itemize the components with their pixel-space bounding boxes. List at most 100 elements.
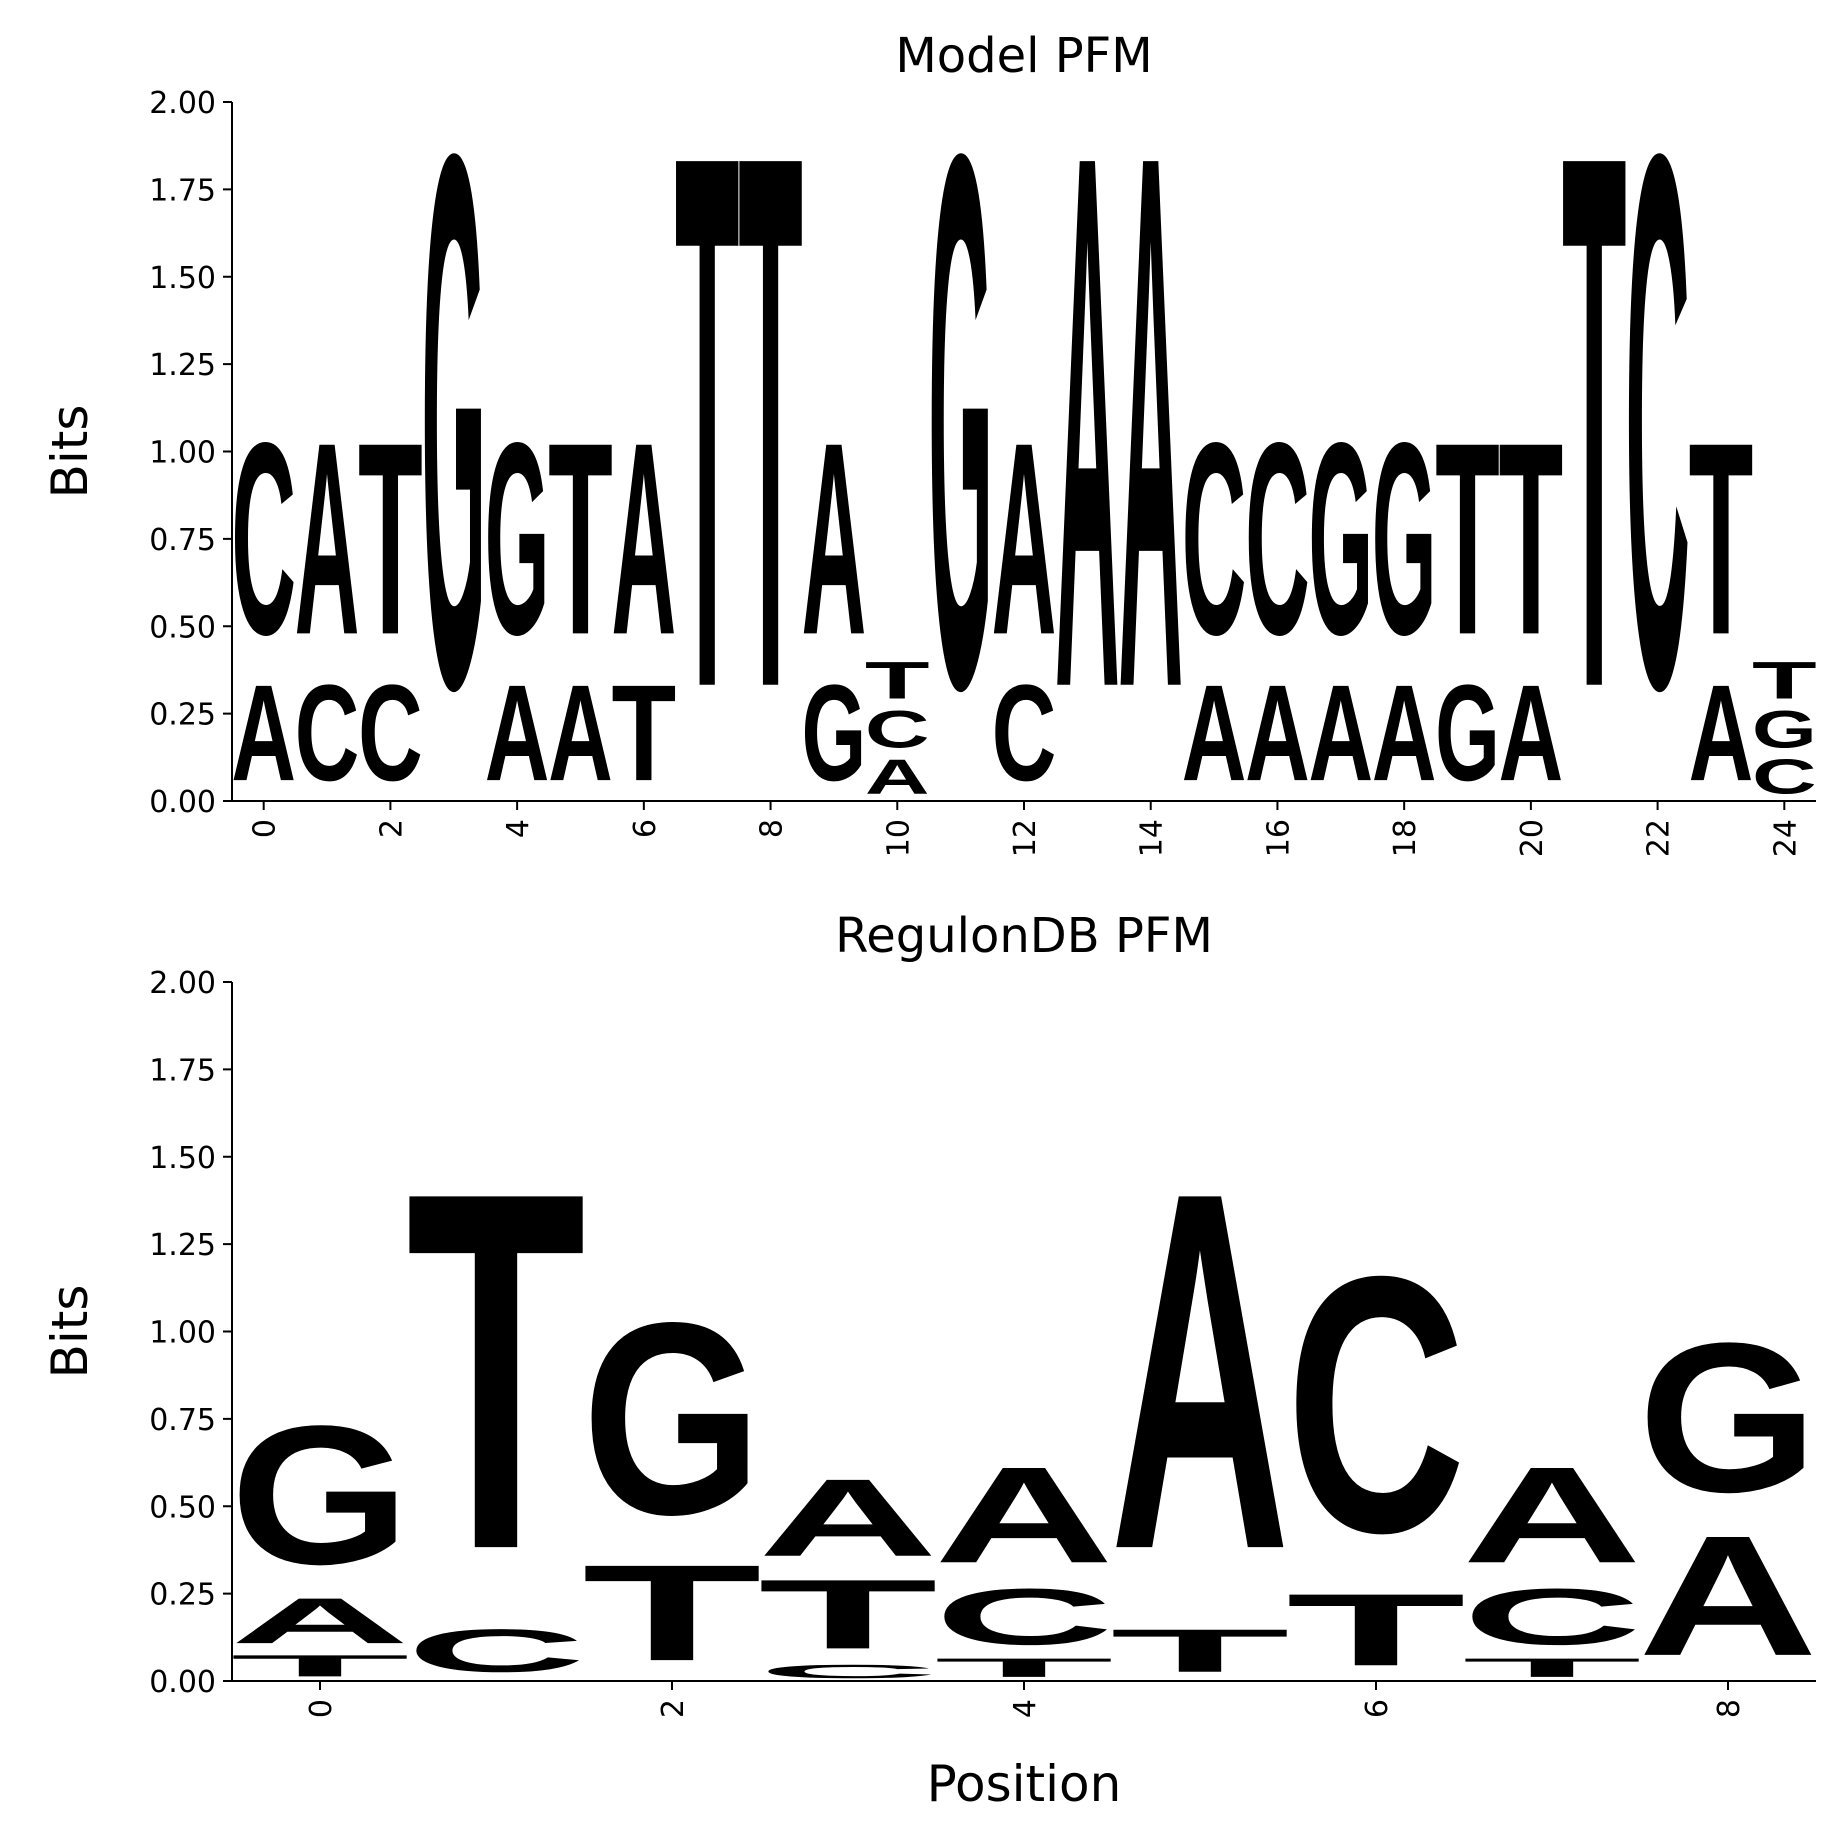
- logo-letter: A: [802, 386, 867, 692]
- logo-letter: A: [1689, 656, 1754, 810]
- letter-glyph: T: [230, 1649, 410, 1683]
- letter-glyph: T: [865, 650, 930, 710]
- logo-letter: C: [1625, 0, 1690, 846]
- letter-glyph: A: [548, 656, 613, 810]
- logo-letter: A: [865, 749, 930, 804]
- letter-glyph: A: [934, 1438, 1114, 1591]
- logo-letter: C: [992, 656, 1057, 810]
- logo-letter: A: [1308, 656, 1373, 810]
- letter-glyph: A: [611, 386, 676, 692]
- y-tick-label: 0.00: [149, 785, 216, 820]
- logo-letter: A: [1638, 1501, 1818, 1692]
- logo-letter: T: [358, 387, 423, 693]
- chart-title: RegulonDB PFM: [835, 908, 1213, 964]
- letter-glyph: G: [1752, 699, 1817, 758]
- x-tick-label: 4: [1008, 1699, 1043, 1718]
- y-tick-label: 1.75: [149, 1053, 216, 1088]
- logo-letter: C: [865, 699, 930, 759]
- logo-letter: T: [675, 0, 740, 847]
- logo-letter: A: [548, 656, 613, 810]
- logo-letter: T: [1462, 1653, 1642, 1683]
- logo-letter: T: [1752, 650, 1817, 710]
- letter-glyph: G: [1638, 1299, 1818, 1537]
- letter-glyph: T: [738, 0, 803, 847]
- y-tick-label: 1.00: [149, 1316, 216, 1351]
- x-tick-label: 6: [628, 819, 663, 838]
- letter-glyph: A: [1689, 656, 1754, 810]
- letter-glyph: G: [582, 1266, 762, 1572]
- logo-letter: G: [230, 1384, 410, 1606]
- logo-letter: A: [230, 1584, 410, 1657]
- letter-glyph: C: [1286, 1201, 1466, 1609]
- logo-letter: T: [230, 1649, 410, 1683]
- y-tick-label: 0.00: [149, 1665, 216, 1700]
- logo-letter: T: [548, 387, 613, 693]
- letter-glyph: T: [758, 1559, 938, 1670]
- letter-glyph: G: [421, 0, 486, 846]
- letter-glyph: T: [1689, 387, 1754, 693]
- x-tick-label: 4: [501, 819, 536, 838]
- letter-glyph: T: [1499, 387, 1564, 693]
- letter-glyph: A: [1462, 1438, 1642, 1591]
- letter-glyph: A: [992, 386, 1057, 692]
- logo-letter: T: [758, 1559, 938, 1670]
- logo-letter: A: [934, 1438, 1114, 1591]
- x-axis-label: Position: [927, 1755, 1122, 1813]
- letter-glyph: C: [231, 386, 296, 692]
- letter-glyph: T: [1562, 0, 1627, 847]
- logo-letter: T: [1562, 0, 1627, 847]
- logo-letter: C: [1752, 749, 1817, 804]
- letter-glyph: C: [758, 1661, 938, 1682]
- letter-glyph: C: [1752, 749, 1817, 804]
- y-tick-label: 0.75: [149, 1403, 216, 1438]
- letter-glyph: T: [1435, 387, 1500, 693]
- y-tick-label: 1.50: [149, 261, 216, 296]
- letter-glyph: C: [406, 1617, 586, 1685]
- x-tick-label: 20: [1515, 819, 1550, 857]
- letter-glyph: A: [1182, 656, 1247, 810]
- x-tick-label: 16: [1261, 819, 1296, 857]
- letter-glyph: T: [934, 1653, 1114, 1683]
- letter-glyph: T: [1286, 1573, 1466, 1688]
- logo-letter: A: [1499, 656, 1564, 810]
- letter-glyph: G: [928, 0, 993, 846]
- logo-letter: C: [1286, 1201, 1466, 1609]
- logo-letter: T: [611, 656, 676, 809]
- logo-letter: G: [928, 0, 993, 846]
- y-tick-label: 1.25: [149, 1228, 216, 1263]
- logo-letter: G: [1638, 1299, 1818, 1537]
- logo-letter: C: [358, 656, 423, 810]
- letter-glyph: A: [1245, 656, 1310, 810]
- logo-letter: T: [1689, 387, 1754, 693]
- logo-letter: T: [1110, 1617, 1290, 1685]
- letter-glyph: A: [230, 1584, 410, 1657]
- letter-glyph: C: [992, 656, 1057, 810]
- logo-letter: C: [406, 1617, 586, 1685]
- letter-glyph: A: [1638, 1501, 1818, 1692]
- logo-letter: G: [1752, 699, 1817, 758]
- logo-letter: A: [1110, 1087, 1290, 1656]
- logo-letter: T: [865, 650, 930, 710]
- y-tick-label: 1.00: [149, 436, 216, 471]
- letter-glyph: C: [1625, 0, 1690, 846]
- logo-letter: C: [231, 386, 296, 692]
- letter-glyph: A: [1110, 1087, 1290, 1656]
- letter-glyph: T: [1462, 1653, 1642, 1683]
- x-tick-label: 2: [374, 819, 409, 838]
- logo-letter: G: [802, 657, 867, 811]
- x-tick-label: 14: [1135, 819, 1170, 857]
- letter-glyph: T: [582, 1536, 762, 1689]
- x-tick-label: 24: [1768, 819, 1803, 857]
- x-tick-label: 18: [1388, 819, 1423, 857]
- logo-letter: G: [582, 1266, 762, 1572]
- logo-letter: G: [1308, 386, 1373, 692]
- logo-letter: C: [758, 1661, 938, 1682]
- letter-glyph: T: [358, 387, 423, 693]
- y-tick-label: 0.75: [149, 523, 216, 558]
- letter-glyph: A: [1055, 0, 1120, 846]
- letter-glyph: A: [1118, 0, 1183, 846]
- letter-glyph: T: [1110, 1617, 1290, 1685]
- logo-letter: C: [934, 1573, 1114, 1662]
- y-tick-label: 0.25: [149, 698, 216, 733]
